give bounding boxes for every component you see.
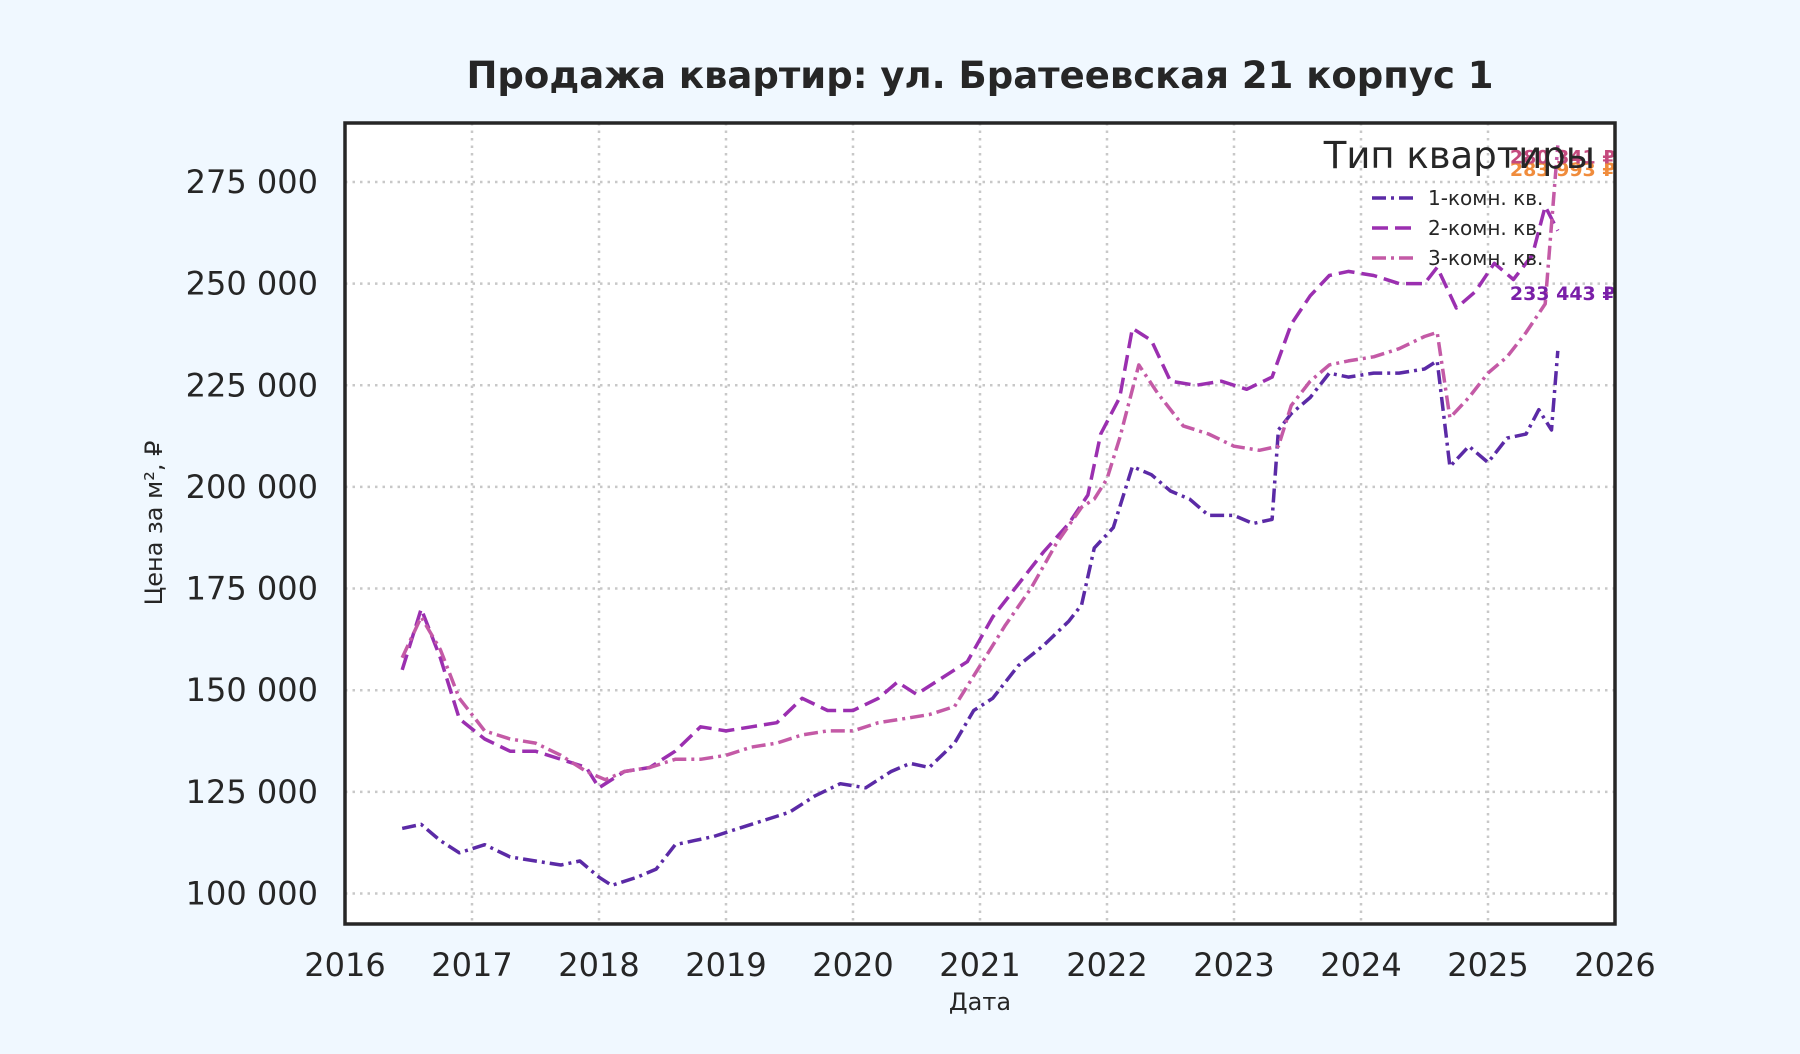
legend-item-label: 2-комн. кв. xyxy=(1428,216,1543,240)
y-tick-label: 200 000 xyxy=(186,468,318,506)
y-tick-label: 100 000 xyxy=(186,875,318,913)
legend: Тип квартиры 1-комн. кв. 2-комн. кв. 3-ком… xyxy=(1323,134,1595,270)
x-tick-label: 2024 xyxy=(1320,946,1401,984)
legend-item-label: 1-комн. кв. xyxy=(1428,186,1543,210)
x-tick-label: 2019 xyxy=(685,946,766,984)
data-annotations: 233 443 ₽ 283 993 ₽280 341 ₽ xyxy=(1510,147,1616,305)
y-tick-label: 250 000 xyxy=(186,265,318,303)
y-tick-label: 125 000 xyxy=(186,773,318,811)
series-line xyxy=(400,145,1560,782)
y-tick-label: 225 000 xyxy=(186,366,318,404)
x-tick-label: 2026 xyxy=(1574,946,1655,984)
price-annotation: 280 341 ₽ xyxy=(1510,147,1616,169)
grid-lines xyxy=(345,123,1615,924)
legend-item-label: 3-комн. кв. xyxy=(1428,246,1543,270)
x-tick-label: 2018 xyxy=(558,946,639,984)
x-axis-ticks: 2016 2017 2018 2019 2020 2021 2022 2023 2024 2025… xyxy=(304,946,1655,984)
price-annotation: 283 993 ₽ xyxy=(1510,159,1616,181)
series-line xyxy=(401,350,1560,888)
x-tick-label: 2020 xyxy=(812,946,893,984)
legend-title: Тип квартиры xyxy=(1323,134,1595,177)
x-tick-label: 2025 xyxy=(1447,946,1528,984)
chart-title: Продажа квартир: ул. Братеевская 21 корп… xyxy=(466,54,1493,97)
series-lines xyxy=(400,145,1560,888)
x-tick-label: 2022 xyxy=(1066,946,1147,984)
y-axis-label: Цена за м², ₽ xyxy=(140,441,168,606)
plot-frame xyxy=(343,121,1617,926)
y-tick-label: 150 000 xyxy=(186,671,318,709)
x-tick-label: 2021 xyxy=(939,946,1020,984)
x-tick-label: 2023 xyxy=(1193,946,1274,984)
y-tick-label: 275 000 xyxy=(186,163,318,201)
series-line xyxy=(400,204,1560,790)
x-tick-label: 2016 xyxy=(304,946,385,984)
x-axis-label: Дата xyxy=(949,988,1011,1016)
y-axis-ticks: 100 000 125 000 150 000 175 000 200 000 225 0… xyxy=(186,163,318,913)
y-tick-label: 175 000 xyxy=(186,570,318,608)
x-tick-label: 2017 xyxy=(431,946,512,984)
price-annotation: 233 443 ₽ xyxy=(1510,283,1616,305)
